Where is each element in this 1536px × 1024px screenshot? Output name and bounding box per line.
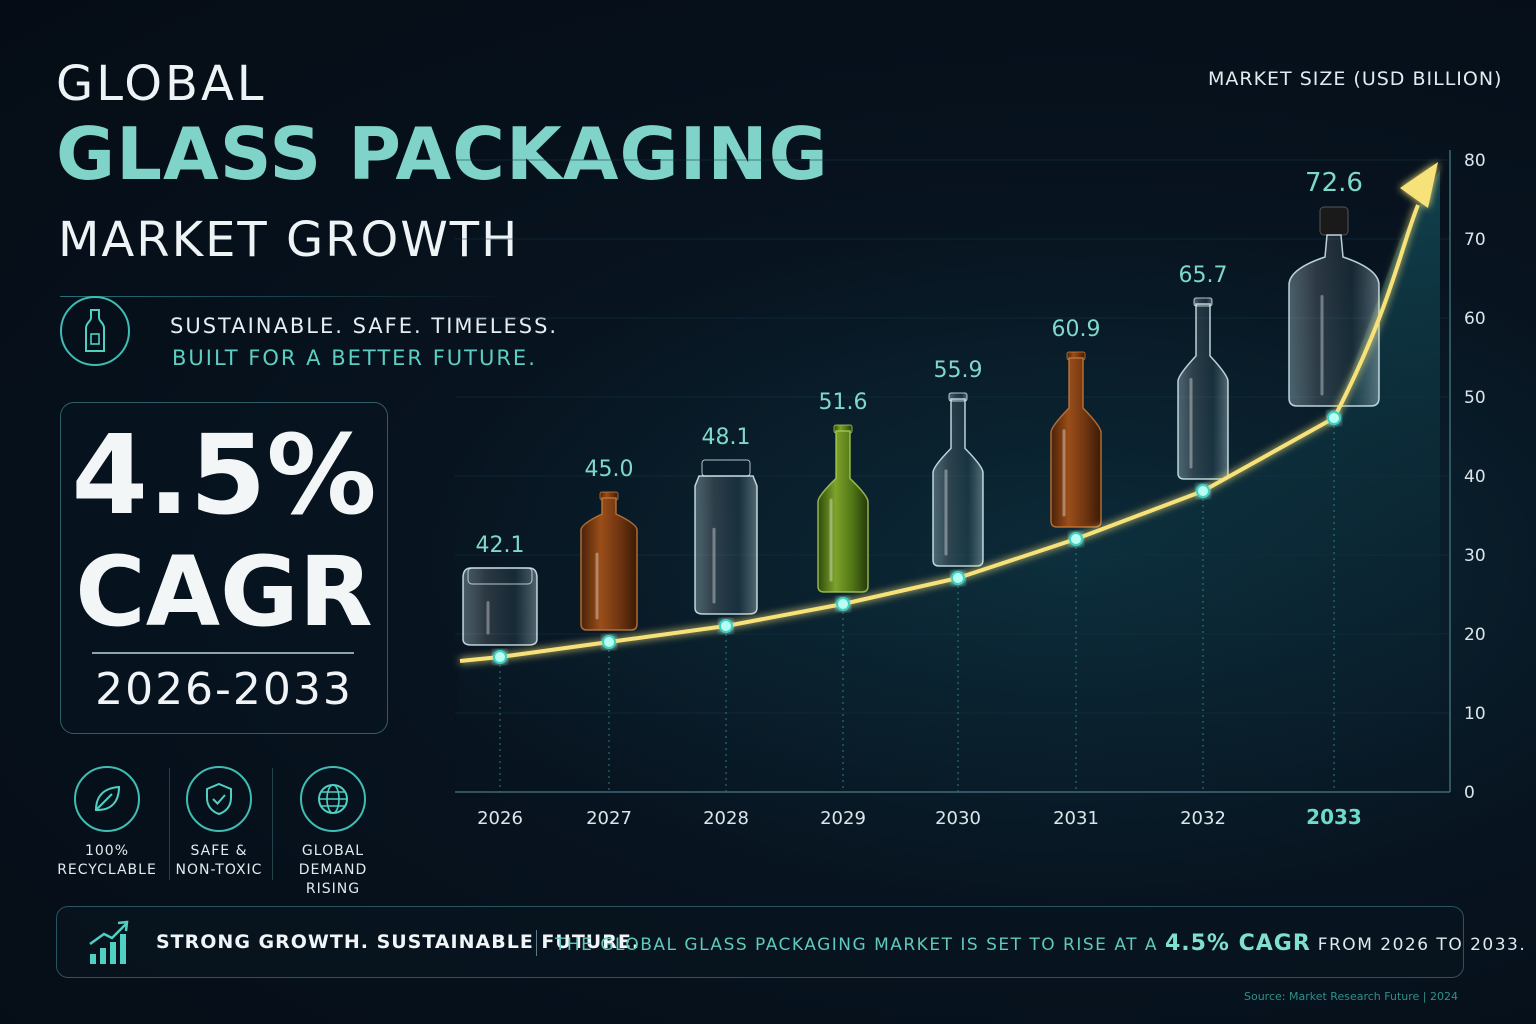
jar-rim — [701, 459, 751, 477]
glass-body — [1177, 303, 1229, 480]
curve-point — [1069, 532, 1083, 546]
value-labels: 42.1 45.0 48.1 51.6 55.9 60.9 65.7 72.6 — [476, 168, 1363, 558]
y-tick-label: 20 — [1464, 625, 1486, 645]
curve-point — [836, 597, 850, 611]
bar-2028 — [694, 459, 758, 615]
x-tick-label: 2027 — [586, 808, 632, 829]
data-label: 55.9 — [934, 358, 983, 383]
bar-2029 — [817, 424, 869, 593]
feature-divider — [169, 768, 170, 880]
summary-headline: STRONG GROWTH. SUSTAINABLE FUTURE. — [156, 931, 641, 953]
glass-body — [462, 567, 538, 646]
title-line-3: MARKET GROWTH — [58, 212, 520, 268]
title-line-2: GLASS PACKAGING — [56, 112, 829, 196]
data-label: 65.7 — [1179, 263, 1228, 288]
tagline-secondary: BUILT FOR A BETTER FUTURE. — [172, 346, 537, 370]
feature-label-2a: SAFE & — [190, 843, 248, 859]
bottle-icon — [60, 296, 130, 366]
feature-label-1a: 100% — [84, 843, 130, 859]
cagr-value: 4.5% — [71, 411, 377, 539]
decanter-stopper — [1319, 206, 1349, 236]
data-label: 42.1 — [476, 533, 525, 558]
data-label: 51.6 — [819, 390, 868, 415]
cagr-years: 2026-2033 — [95, 664, 353, 715]
x-tick-label: 2031 — [1053, 808, 1099, 829]
bar-2027 — [580, 491, 638, 631]
tagline-divider — [60, 296, 510, 297]
leaf-icon — [74, 766, 140, 832]
cagr-card — [60, 402, 388, 734]
feature-label-3a: GLOBAL — [301, 843, 365, 859]
x-tick-label: 2026 — [477, 808, 523, 829]
curve-point — [493, 650, 507, 664]
bottle-marks — [462, 206, 1380, 646]
curve-point — [951, 571, 965, 585]
feature-divider — [272, 768, 273, 880]
x-tick-label: 2032 — [1180, 808, 1226, 829]
summary-text: THE GLOBAL GLASS PACKAGING MARKET IS SET… — [555, 931, 1526, 956]
y-tick-label: 60 — [1464, 309, 1486, 329]
source-note: Source: Market Research Future | 2024 — [1244, 990, 1458, 1003]
feature-safe: SAFE & NON-TOXIC — [164, 766, 274, 880]
curve-glow-area — [455, 170, 1440, 792]
y-tick-label: 50 — [1464, 388, 1486, 408]
data-label: 45.0 — [585, 457, 634, 482]
feature-recyclable: 100% RECYCLABLE — [52, 766, 162, 880]
curve-point — [602, 635, 616, 649]
summary-text-before: THE GLOBAL GLASS PACKAGING MARKET IS SET… — [555, 935, 1159, 955]
title-line-1: GLOBAL — [56, 56, 267, 112]
trend-curve — [459, 162, 1438, 664]
y-tick-label: 80 — [1464, 151, 1486, 171]
bar-2026 — [462, 567, 538, 646]
bar-2030 — [932, 392, 984, 567]
curve-point — [1196, 484, 1210, 498]
y-tick-label: 10 — [1464, 704, 1486, 724]
x-tick-label: 2033 — [1306, 805, 1362, 829]
data-label: 72.6 — [1305, 168, 1363, 198]
summary-divider — [536, 930, 537, 956]
shield-check-icon — [186, 766, 252, 832]
bar-2032 — [1177, 297, 1229, 480]
data-label: 60.9 — [1052, 317, 1101, 342]
summary-highlight: 4.5% CAGR — [1164, 931, 1311, 956]
y-tick-label: 0 — [1464, 783, 1475, 803]
feature-label-1b: RECYCLABLE — [57, 862, 157, 878]
y-axis-title: MARKET SIZE (USD BILLION) — [1208, 68, 1503, 90]
growth-chart-icon — [88, 918, 132, 970]
glass-body — [580, 497, 638, 631]
curve-point — [719, 619, 733, 633]
data-label: 48.1 — [702, 425, 751, 450]
feature-label-3b: DEMAND RISING — [298, 862, 368, 897]
feature-global: GLOBAL DEMAND RISING — [278, 766, 388, 899]
y-tick-label: 30 — [1464, 546, 1486, 566]
curve-point — [1327, 411, 1341, 425]
glass-body — [694, 475, 758, 615]
x-tick-label: 2030 — [935, 808, 981, 829]
glass-body — [932, 398, 984, 567]
x-tick-label: 2028 — [703, 808, 749, 829]
trend-line — [459, 204, 1420, 663]
glass-body — [1050, 357, 1102, 528]
glass-body — [817, 430, 869, 593]
glass-body — [1288, 234, 1380, 407]
y-tick-label: 40 — [1464, 467, 1486, 487]
cagr-divider — [92, 652, 354, 654]
summary-bar — [56, 906, 1464, 978]
y-tick-label: 70 — [1464, 230, 1486, 250]
bar-2031 — [1050, 351, 1102, 528]
x-tick-label: 2029 — [820, 808, 866, 829]
cagr-label: CAGR — [75, 536, 373, 648]
bar-2033 — [1288, 206, 1380, 407]
feature-label-2b: NON-TOXIC — [175, 862, 263, 878]
summary-text-after: FROM 2026 TO 2033. — [1317, 935, 1527, 955]
trend-arrow-head — [1400, 162, 1438, 208]
globe-icon — [300, 766, 366, 832]
